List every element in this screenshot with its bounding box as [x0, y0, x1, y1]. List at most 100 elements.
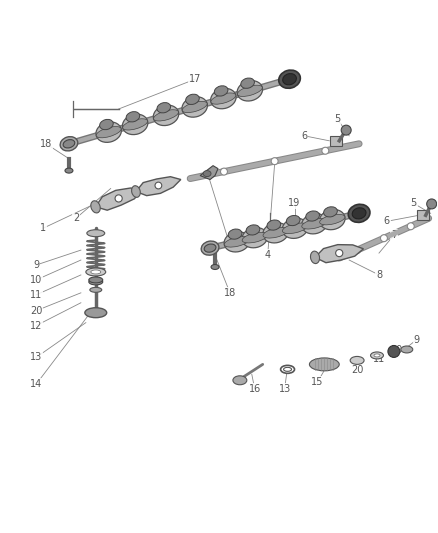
FancyBboxPatch shape [417, 211, 429, 220]
Text: 17: 17 [189, 74, 201, 84]
Ellipse shape [90, 287, 102, 292]
Text: 11: 11 [373, 354, 385, 365]
Text: 14: 14 [30, 379, 42, 389]
Ellipse shape [306, 211, 319, 221]
Ellipse shape [246, 225, 260, 235]
Ellipse shape [201, 241, 219, 255]
Ellipse shape [96, 126, 121, 138]
Ellipse shape [282, 218, 308, 238]
Ellipse shape [283, 74, 297, 85]
Ellipse shape [302, 214, 327, 234]
Ellipse shape [60, 136, 78, 151]
Circle shape [220, 168, 227, 175]
Ellipse shape [63, 140, 75, 148]
Ellipse shape [211, 88, 236, 109]
Ellipse shape [320, 214, 345, 225]
Ellipse shape [89, 279, 103, 285]
Polygon shape [315, 245, 364, 263]
Text: 6: 6 [301, 131, 307, 141]
Circle shape [341, 125, 351, 135]
Ellipse shape [65, 168, 73, 173]
Ellipse shape [153, 105, 179, 126]
Polygon shape [95, 188, 142, 210]
Ellipse shape [283, 223, 307, 233]
Ellipse shape [131, 185, 140, 197]
Circle shape [322, 147, 329, 154]
Text: 13: 13 [279, 384, 291, 394]
Ellipse shape [401, 346, 413, 353]
Ellipse shape [352, 208, 366, 219]
Ellipse shape [87, 230, 105, 237]
Text: 8: 8 [376, 270, 382, 280]
Circle shape [353, 247, 360, 254]
Text: 2: 2 [73, 213, 79, 223]
Text: 10: 10 [30, 275, 42, 285]
Circle shape [407, 223, 414, 230]
Ellipse shape [123, 119, 148, 130]
Text: 5: 5 [334, 114, 340, 124]
Text: 11: 11 [30, 290, 42, 300]
Ellipse shape [309, 358, 339, 371]
Text: 3: 3 [227, 240, 233, 250]
Ellipse shape [96, 122, 121, 142]
Ellipse shape [123, 114, 148, 135]
Ellipse shape [214, 86, 228, 96]
Ellipse shape [186, 94, 199, 104]
Text: 6: 6 [384, 216, 390, 227]
Ellipse shape [374, 354, 380, 357]
Circle shape [271, 158, 278, 165]
Polygon shape [200, 166, 218, 180]
Text: 20: 20 [30, 306, 42, 316]
Ellipse shape [242, 228, 268, 248]
Ellipse shape [279, 70, 300, 88]
Text: 10: 10 [391, 345, 403, 356]
Ellipse shape [302, 219, 327, 229]
Ellipse shape [224, 237, 250, 247]
Ellipse shape [224, 232, 250, 252]
Text: 1: 1 [40, 223, 46, 233]
Text: 9: 9 [33, 260, 39, 270]
Ellipse shape [154, 110, 178, 121]
Ellipse shape [283, 367, 292, 372]
Ellipse shape [324, 207, 337, 217]
Ellipse shape [85, 308, 107, 318]
Text: 15: 15 [311, 377, 324, 387]
Ellipse shape [211, 93, 236, 104]
Text: 20: 20 [351, 365, 363, 375]
Ellipse shape [263, 223, 288, 243]
Ellipse shape [286, 215, 300, 225]
Ellipse shape [89, 277, 103, 283]
Ellipse shape [126, 111, 140, 122]
Ellipse shape [204, 244, 216, 252]
Ellipse shape [241, 78, 254, 88]
Ellipse shape [233, 376, 247, 385]
Ellipse shape [91, 201, 100, 213]
Ellipse shape [157, 102, 171, 113]
Ellipse shape [263, 228, 288, 238]
Text: 16: 16 [249, 384, 261, 394]
Ellipse shape [211, 264, 219, 270]
Circle shape [115, 195, 122, 202]
Ellipse shape [237, 80, 262, 101]
Circle shape [381, 235, 388, 241]
Ellipse shape [267, 220, 281, 230]
Circle shape [427, 199, 437, 209]
Ellipse shape [99, 119, 113, 130]
Text: 19: 19 [288, 198, 300, 208]
Ellipse shape [91, 270, 101, 274]
Ellipse shape [203, 171, 211, 176]
Ellipse shape [86, 268, 106, 276]
Text: 4: 4 [265, 250, 271, 260]
Ellipse shape [311, 251, 320, 264]
FancyBboxPatch shape [330, 136, 342, 146]
Ellipse shape [228, 229, 242, 239]
Text: 18: 18 [40, 139, 52, 149]
Text: 18: 18 [224, 288, 236, 298]
Text: 9: 9 [413, 335, 420, 344]
Polygon shape [136, 176, 181, 196]
Circle shape [155, 182, 162, 189]
Ellipse shape [242, 232, 267, 243]
Circle shape [388, 345, 400, 358]
Ellipse shape [319, 209, 345, 230]
Ellipse shape [182, 97, 208, 117]
